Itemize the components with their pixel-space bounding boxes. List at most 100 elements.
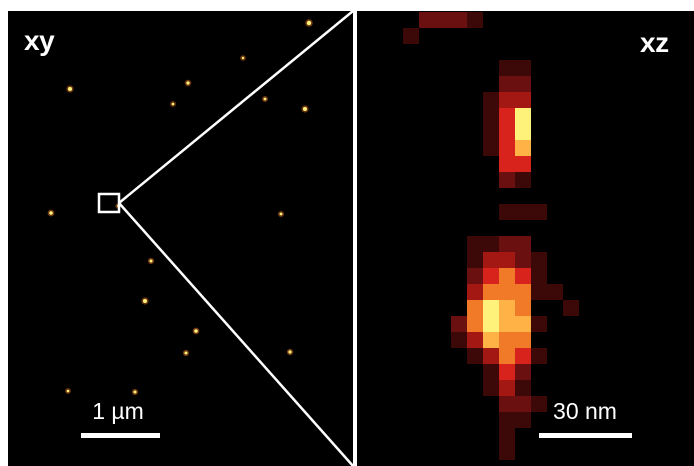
xz-pixel <box>451 332 467 348</box>
xz-pixel <box>435 12 451 28</box>
xz-pixel <box>499 268 515 284</box>
localization-spot <box>184 351 188 355</box>
xz-pixel-map <box>403 12 579 460</box>
xz-pixel <box>467 316 483 332</box>
xz-pixel <box>499 252 515 268</box>
xz-pixel <box>531 268 547 284</box>
xz-scalebar-label: 30 nm <box>553 398 617 424</box>
xz-pixel <box>483 140 499 156</box>
localization-spot <box>241 56 245 60</box>
xz-panel-label: xz <box>640 27 669 58</box>
localization-spot <box>306 20 312 26</box>
xz-pixel <box>531 396 547 412</box>
xz-pixel <box>515 108 531 124</box>
xz-pixel <box>515 204 531 220</box>
xz-pixel <box>483 92 499 108</box>
xz-pixel <box>515 332 531 348</box>
xz-pixel <box>515 172 531 188</box>
xz-pixel <box>483 348 499 364</box>
xz-pixel <box>499 332 515 348</box>
xz-pixel <box>563 300 579 316</box>
localization-spot <box>171 102 175 106</box>
panel-divider <box>353 11 357 466</box>
xz-pixel <box>515 284 531 300</box>
xz-pixel <box>499 60 515 76</box>
xz-pixel <box>499 316 515 332</box>
microscopy-figure: xy xz 1 µm 30 nm <box>8 11 694 466</box>
localization-spot <box>66 389 70 393</box>
xz-pixel <box>467 300 483 316</box>
localization-spot <box>279 212 283 216</box>
xz-pixel <box>483 124 499 140</box>
xz-pixel <box>483 268 499 284</box>
xz-pixel <box>499 124 515 140</box>
xz-pixel <box>547 284 563 300</box>
xy-panel-label: xy <box>24 25 55 56</box>
xz-pixel <box>499 204 515 220</box>
xz-pixel <box>515 268 531 284</box>
xz-pixel <box>499 428 515 444</box>
microscopy-image <box>8 11 694 466</box>
xz-pixel <box>467 268 483 284</box>
xz-pixel <box>515 60 531 76</box>
xz-pixel <box>467 252 483 268</box>
xz-pixel <box>467 348 483 364</box>
xz-pixel <box>499 76 515 92</box>
localization-spot <box>303 107 307 111</box>
localization-spot <box>149 259 153 263</box>
xz-pixel <box>451 316 467 332</box>
xz-pixel <box>515 124 531 140</box>
xz-pixel <box>499 300 515 316</box>
xz-pixel <box>531 252 547 268</box>
xz-pixel <box>499 92 515 108</box>
xz-pixel <box>499 380 515 396</box>
localization-spot <box>49 211 53 215</box>
xz-pixel <box>499 364 515 380</box>
xz-pixel <box>499 156 515 172</box>
xz-pixel <box>451 12 467 28</box>
xz-pixel <box>531 316 547 332</box>
xy-scalebar <box>81 433 160 438</box>
xz-pixel <box>483 316 499 332</box>
xz-pixel <box>483 236 499 252</box>
localization-spot <box>133 390 137 394</box>
xz-pixel <box>483 252 499 268</box>
localization-spot <box>186 81 190 85</box>
xz-pixel <box>515 396 531 412</box>
xz-pixel <box>515 156 531 172</box>
xz-pixel <box>499 412 515 428</box>
xz-pixel <box>467 332 483 348</box>
zoom-line-bottom <box>118 202 354 466</box>
xz-pixel <box>515 412 531 428</box>
xz-pixel <box>403 28 419 44</box>
xz-pixel <box>531 348 547 364</box>
xz-pixel <box>499 348 515 364</box>
xz-pixel <box>515 380 531 396</box>
xz-pixel <box>483 300 499 316</box>
xz-scalebar <box>539 433 632 438</box>
localization-spot <box>263 97 267 101</box>
xz-pixel <box>419 12 435 28</box>
image-background <box>8 11 694 466</box>
xz-pixel <box>531 284 547 300</box>
localization-spot <box>288 350 292 354</box>
xz-pixel <box>483 380 499 396</box>
xz-pixel <box>515 300 531 316</box>
xz-pixel <box>483 108 499 124</box>
xz-pixel <box>499 172 515 188</box>
localization-spot <box>194 329 198 333</box>
xz-pixel <box>483 364 499 380</box>
xz-pixel <box>483 332 499 348</box>
zoom-line-top <box>118 11 354 204</box>
xz-pixel <box>531 204 547 220</box>
xy-localizations <box>47 19 313 396</box>
xz-pixel <box>499 140 515 156</box>
xz-pixel <box>499 444 515 460</box>
xz-pixel <box>515 140 531 156</box>
xz-pixel <box>515 92 531 108</box>
xz-pixel <box>499 284 515 300</box>
xy-scalebar-label: 1 µm <box>92 398 144 424</box>
localization-spot <box>143 299 147 303</box>
xz-pixel <box>499 236 515 252</box>
xz-pixel <box>499 396 515 412</box>
